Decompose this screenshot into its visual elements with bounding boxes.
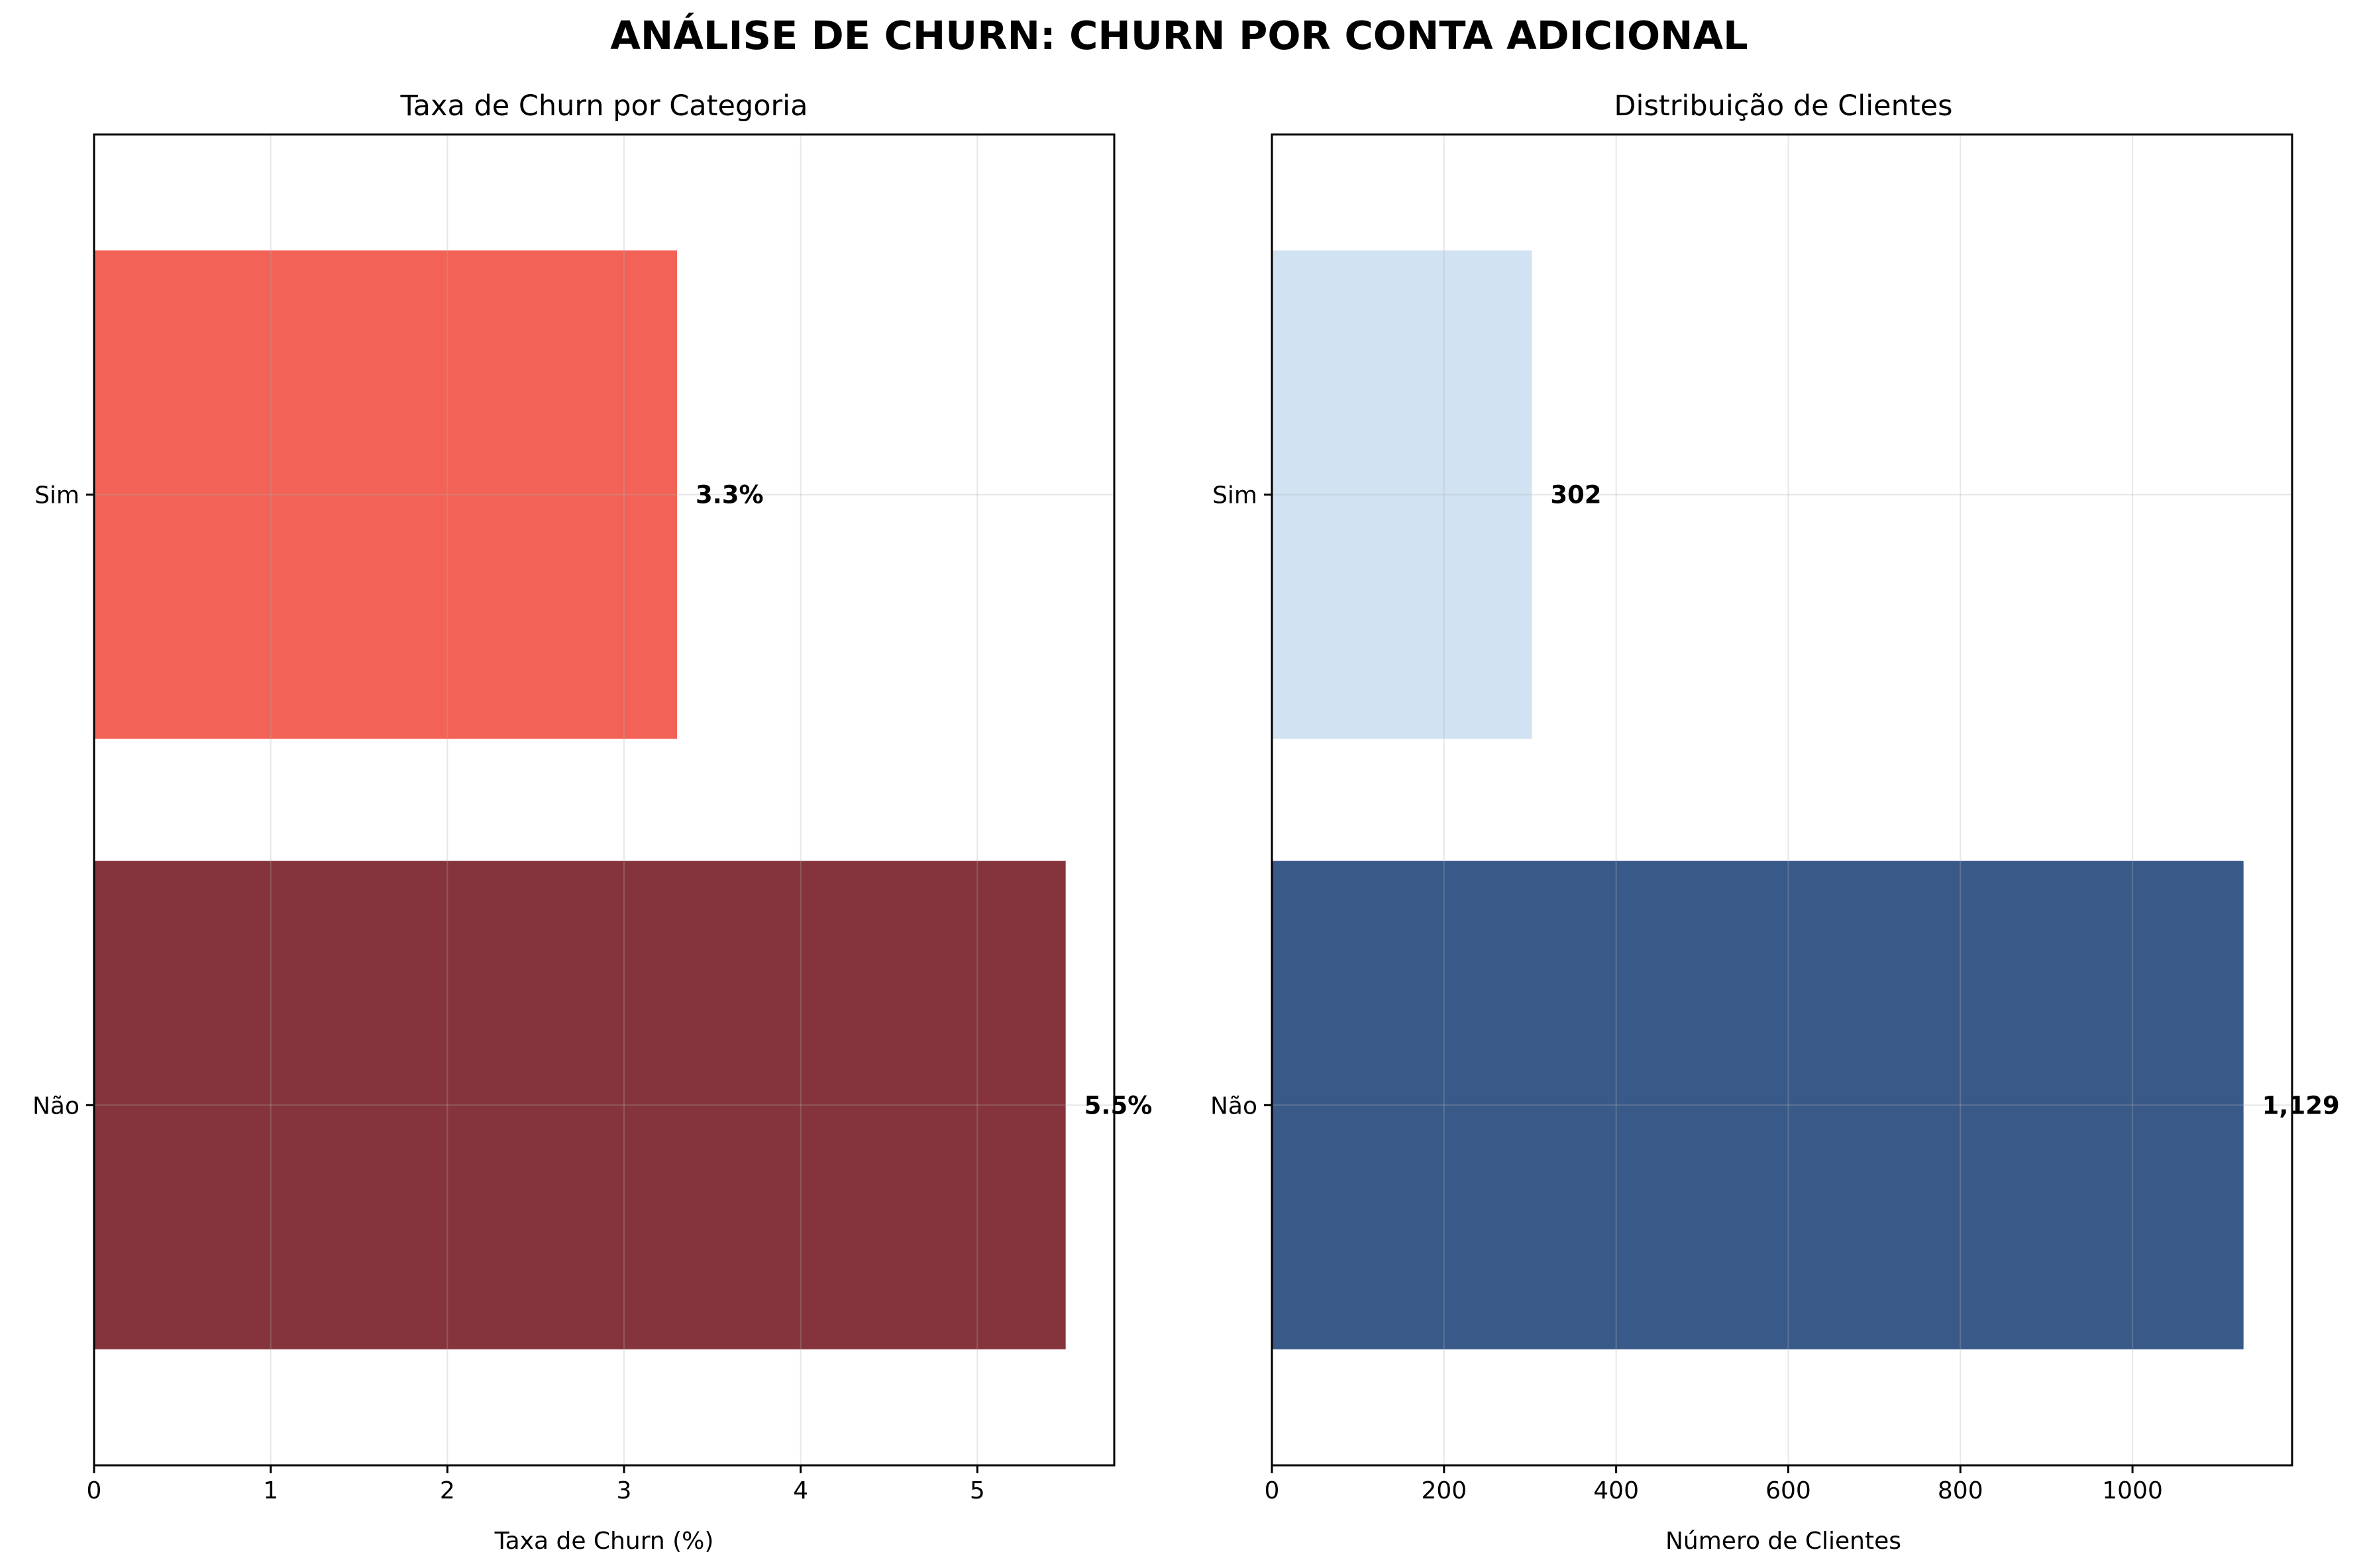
churn-rate-x-tick-label-5: 5 <box>970 1477 985 1504</box>
figure-suptitle: ANÁLISE DE CHURN: CHURN POR CONTA ADICIO… <box>610 13 1748 58</box>
churn-rate-bar-1 <box>94 250 677 739</box>
customer-distribution-y-tick-label-1: Sim <box>1212 482 1257 509</box>
customer-distribution-y-axis: Não Sim <box>1210 482 1272 1120</box>
churn-rate-x-tick-label-0: 0 <box>87 1477 102 1504</box>
churn-rate-axes-frame <box>93 133 1116 1467</box>
churn-rate-data-labels: 5.5% 3.3% <box>696 481 1152 1120</box>
customer-distribution-x-tick-label-1: 200 <box>1421 1477 1467 1504</box>
churn-rate-data-label-0: 5.5% <box>1084 1091 1153 1120</box>
churn-rate-bars <box>94 250 1066 1349</box>
churn-rate-x-tick-label-3: 3 <box>617 1477 632 1504</box>
customer-distribution-y-tick-label-0: Não <box>1210 1092 1257 1120</box>
customer-distribution-x-tick-label-4: 800 <box>1938 1477 1983 1504</box>
churn-rate-x-axis: 0 1 2 3 4 5 <box>87 1465 985 1504</box>
churn-rate-bar-0 <box>94 861 1066 1349</box>
customer-distribution-panel: Distribuição de Clientes Número de Clien… <box>1210 89 2340 1555</box>
churn-rate-x-tick-label-1: 1 <box>263 1477 278 1504</box>
customer-distribution-grid <box>1271 134 2292 1465</box>
customer-distribution-data-labels: 1,129 302 <box>1550 481 2339 1120</box>
customer-distribution-bar-0 <box>1272 861 2244 1349</box>
customer-distribution-x-tick-label-3: 600 <box>1765 1477 1811 1504</box>
customer-distribution-bar-1 <box>1272 250 1532 739</box>
churn-rate-y-axis: Não Sim <box>32 482 94 1120</box>
churn-rate-x-axis-label: Taxa de Churn (%) <box>494 1528 714 1555</box>
churn-rate-grid <box>93 134 1114 1465</box>
churn-rate-x-tick-label-2: 2 <box>440 1477 455 1504</box>
customer-distribution-axes-frame <box>1271 133 2293 1467</box>
customer-distribution-x-tick-label-0: 0 <box>1265 1477 1280 1504</box>
customer-distribution-x-tick-label-5: 1000 <box>2102 1477 2163 1504</box>
churn-rate-x-tick-label-4: 4 <box>793 1477 808 1504</box>
customer-distribution-x-axis: 0 200 400 600 800 1000 <box>1265 1465 2163 1504</box>
churn-rate-y-tick-label-0: Não <box>32 1092 79 1120</box>
customer-distribution-data-label-1: 302 <box>1550 481 1601 509</box>
churn-rate-panel: Taxa de Churn por Categoria Taxa de Chur… <box>32 89 1152 1555</box>
customer-distribution-bars <box>1272 250 2244 1349</box>
churn-rate-y-tick-label-1: Sim <box>34 482 79 509</box>
churn-rate-chart-title: Taxa de Churn por Categoria <box>400 89 808 123</box>
customer-distribution-chart-title: Distribuição de Clientes <box>1614 89 1952 123</box>
customer-distribution-x-tick-label-2: 400 <box>1593 1477 1639 1504</box>
customer-distribution-x-axis-label: Número de Clientes <box>1665 1528 1901 1555</box>
customer-distribution-data-label-0: 1,129 <box>2262 1091 2340 1120</box>
churn-rate-data-label-1: 3.3% <box>696 481 764 509</box>
